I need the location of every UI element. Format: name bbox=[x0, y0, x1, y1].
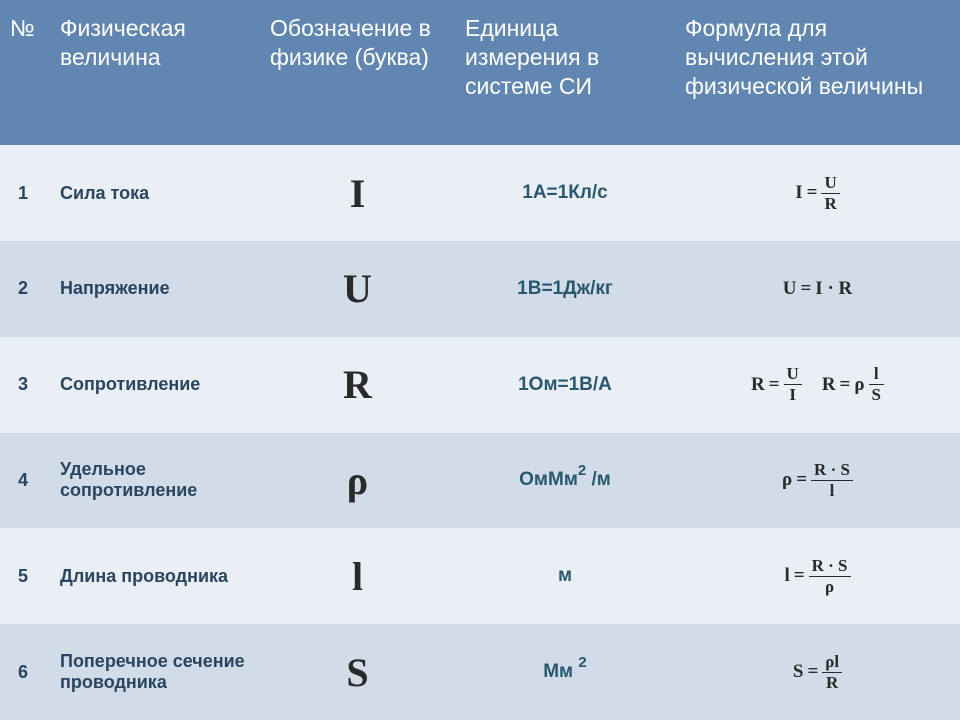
table-row: 4Удельное сопротивлениеρОмМм2 /мρ=R · Sl bbox=[0, 433, 960, 529]
header-symbol: Обозначение в физике (буква) bbox=[260, 0, 455, 145]
quantity-symbol: l bbox=[260, 528, 455, 624]
table-row: 5Длина проводникаlмl=R · Sρ bbox=[0, 528, 960, 624]
row-number: 5 bbox=[0, 528, 50, 624]
table-header-row: № Физическая величина Обозначение в физи… bbox=[0, 0, 960, 145]
quantity-symbol: S bbox=[260, 624, 455, 720]
quantity-symbol: R bbox=[260, 337, 455, 433]
quantity-formula: U=I · R bbox=[675, 241, 960, 337]
table-row: 2НапряжениеU1В=1Дж/кгU=I · R bbox=[0, 241, 960, 337]
row-number: 6 bbox=[0, 624, 50, 720]
quantity-formula: S=ρlR bbox=[675, 624, 960, 720]
quantity-unit: 1А=1Кл/с bbox=[455, 145, 675, 241]
quantity-formula: R=UIR=ρlS bbox=[675, 337, 960, 433]
quantity-unit: ОмМм2 /м bbox=[455, 433, 675, 529]
quantity-name: Длина проводника bbox=[50, 528, 260, 624]
physics-quantities-table: № Физическая величина Обозначение в физи… bbox=[0, 0, 960, 720]
header-quantity: Физическая величина bbox=[50, 0, 260, 145]
quantity-formula: l=R · Sρ bbox=[675, 528, 960, 624]
quantity-formula: ρ=R · Sl bbox=[675, 433, 960, 529]
header-formula: Формула для вычисления этой физической в… bbox=[675, 0, 960, 145]
quantity-name: Поперечное сечение проводника bbox=[50, 624, 260, 720]
quantity-unit: м bbox=[455, 528, 675, 624]
header-unit: Единица измерения в системе СИ bbox=[455, 0, 675, 145]
quantity-symbol: U bbox=[260, 241, 455, 337]
row-number: 4 bbox=[0, 433, 50, 529]
table-row: 3СопротивлениеR1Ом=1В/АR=UIR=ρlS bbox=[0, 337, 960, 433]
quantity-unit: 1Ом=1В/А bbox=[455, 337, 675, 433]
quantity-unit: 1В=1Дж/кг bbox=[455, 241, 675, 337]
quantity-name: Удельное сопротивление bbox=[50, 433, 260, 529]
quantity-name: Напряжение bbox=[50, 241, 260, 337]
quantity-name: Сопротивление bbox=[50, 337, 260, 433]
quantity-unit: Мм 2 bbox=[455, 624, 675, 720]
row-number: 3 bbox=[0, 337, 50, 433]
quantity-symbol: I bbox=[260, 145, 455, 241]
row-number: 1 bbox=[0, 145, 50, 241]
header-num: № bbox=[0, 0, 50, 145]
table-row: 6Поперечное сечение проводникаSМм 2S=ρlR bbox=[0, 624, 960, 720]
quantity-formula: I=UR bbox=[675, 145, 960, 241]
row-number: 2 bbox=[0, 241, 50, 337]
table-row: 1Сила токаI1А=1Кл/сI=UR bbox=[0, 145, 960, 241]
quantity-symbol: ρ bbox=[260, 433, 455, 529]
quantity-name: Сила тока bbox=[50, 145, 260, 241]
